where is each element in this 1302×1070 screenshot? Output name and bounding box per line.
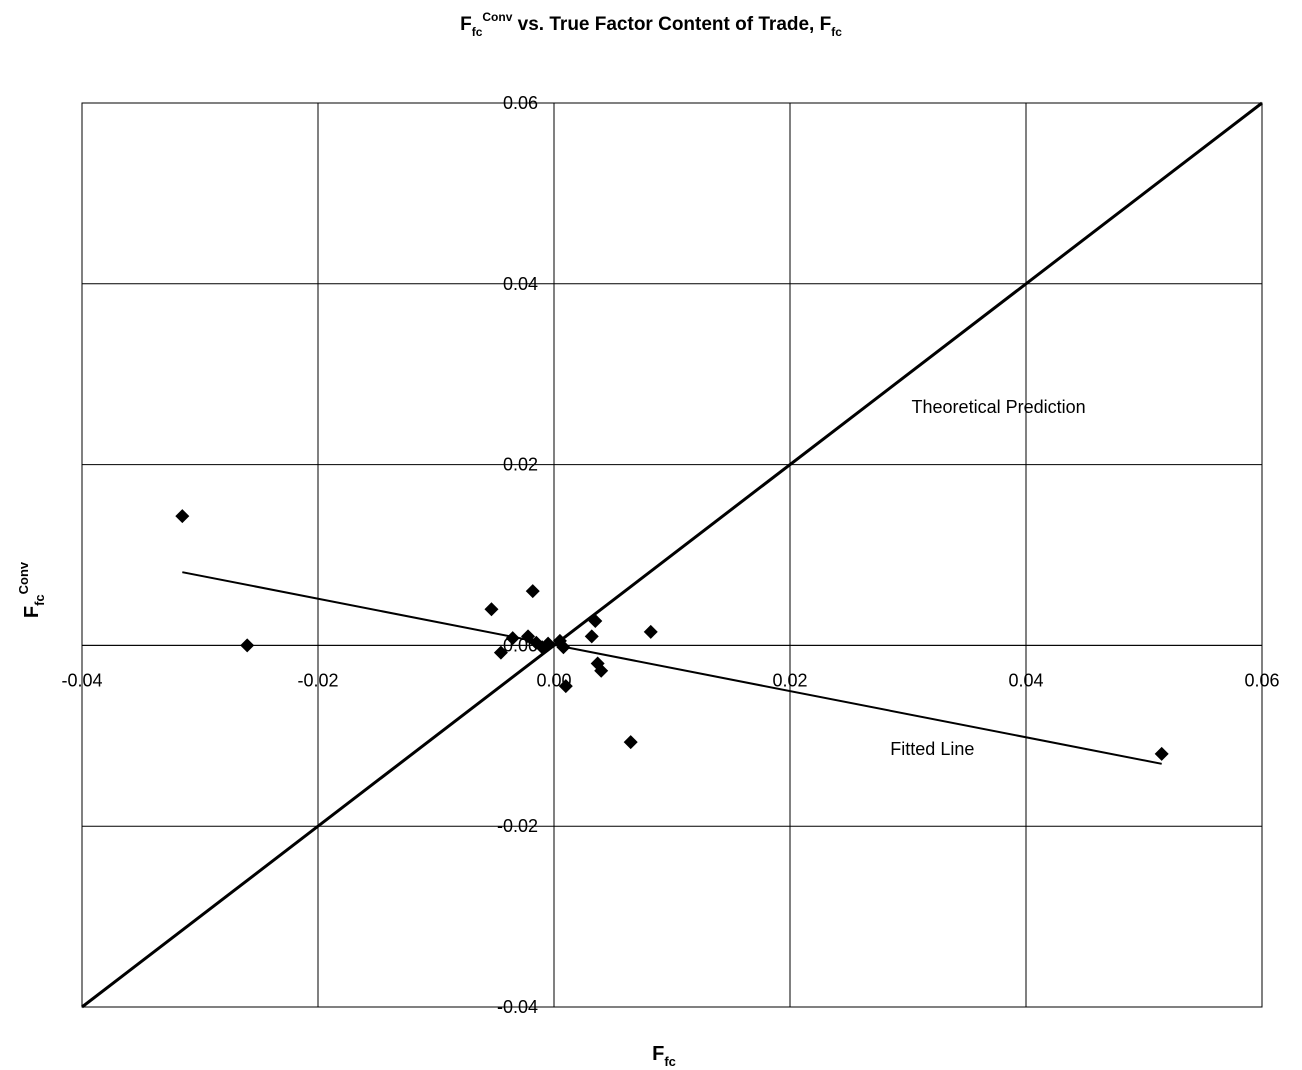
data-point [623, 735, 638, 750]
data-points [175, 509, 1169, 761]
axes [82, 103, 1262, 1007]
data-point [484, 602, 499, 617]
data-point [493, 645, 508, 660]
data-point [525, 584, 540, 599]
x-tick-label: 0.06 [1244, 670, 1279, 690]
fitted-line [182, 571, 1162, 765]
chart-title-rest-sub: fc [831, 25, 842, 39]
data-point [521, 629, 536, 644]
data-point [558, 679, 573, 694]
y-tick-label: -0.04 [497, 997, 538, 1017]
y-tick-label: 0.00 [503, 635, 538, 655]
y-tick-label: -0.02 [497, 816, 538, 836]
annotations: Theoretical Prediction Fitted Line [890, 397, 1085, 759]
data-point [643, 624, 658, 639]
x-tick-label: -0.04 [61, 670, 102, 690]
chart-title-main-sub: fc [472, 25, 483, 39]
y-tick-label: 0.04 [503, 274, 538, 294]
x-axis-title: Ffc [652, 1043, 676, 1069]
y-tick-labels: -0.04 -0.02 0.00 0.02 0.04 0.06 [497, 93, 538, 1017]
y-axis-title-sub: fc [32, 594, 47, 606]
x-tick-label: 0.00 [536, 670, 571, 690]
data-point [240, 638, 255, 653]
x-tick-label: 0.04 [1008, 670, 1043, 690]
chart-title: FfcConv vs. True Factor Content of Trade… [460, 10, 842, 39]
data-point [594, 663, 609, 678]
fitted-line-label: Fitted Line [890, 739, 974, 759]
data-point [1154, 746, 1169, 761]
y-axis-title-main: F [21, 606, 43, 618]
y-tick-label: 0.06 [503, 93, 538, 113]
data-point [588, 613, 603, 628]
series-lines [81, 101, 1263, 1009]
data-point [541, 636, 556, 651]
data-point [175, 509, 190, 524]
data-point [505, 631, 520, 646]
x-axis-title-main: F [652, 1043, 664, 1065]
x-tick-label: 0.02 [772, 670, 807, 690]
x-tick-label: -0.02 [297, 670, 338, 690]
chart-title-rest: vs. True Factor Content of Trade, F [512, 14, 831, 35]
theoretical-prediction-line [81, 101, 1263, 1009]
data-point [584, 629, 599, 644]
x-tick-labels: -0.04 -0.02 0.00 0.02 0.04 0.06 [61, 670, 1279, 690]
y-axis-title: FfcConv [16, 561, 47, 618]
y-axis-title-sup: Conv [16, 561, 31, 594]
chart-title-main: F [460, 14, 472, 35]
theoretical-prediction-label: Theoretical Prediction [912, 397, 1086, 417]
data-point [556, 640, 571, 655]
y-tick-label: 0.02 [503, 455, 538, 475]
chart-title-main-sup: Conv [482, 10, 512, 24]
x-axis-title-sub: fc [664, 1054, 676, 1069]
